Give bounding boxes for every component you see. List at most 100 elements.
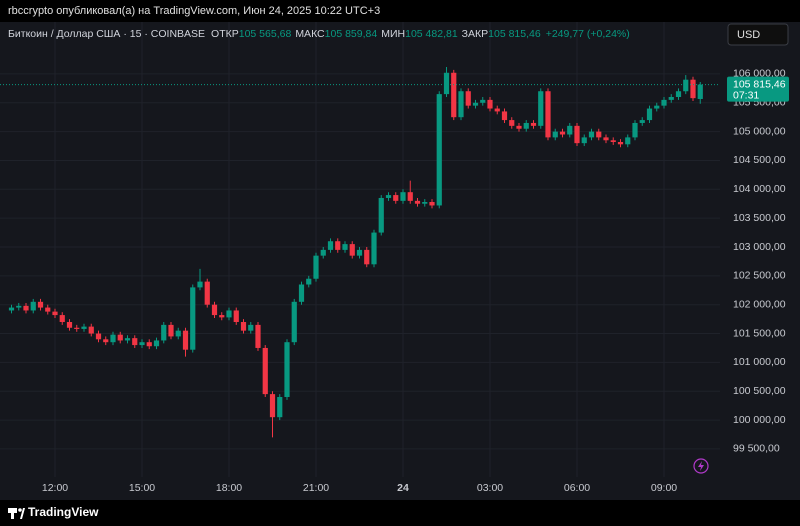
last-price-box: [727, 76, 789, 102]
candle-body: [52, 311, 58, 316]
change: +249,77 (+0,24%): [546, 28, 630, 40]
y-tick-label: 99 500,00: [733, 443, 780, 455]
candle-body: [639, 120, 645, 123]
lightning-icon[interactable]: [693, 458, 709, 474]
candle-body: [545, 91, 551, 138]
y-tick-label: 104 000,00: [733, 183, 786, 195]
candle-body: [668, 97, 674, 100]
candle-body: [182, 330, 189, 350]
last-price-label: 105 815,46: [733, 78, 786, 90]
footer-brand: TradingView: [28, 505, 99, 519]
candle-body: [66, 322, 73, 328]
y-tick-label: 100 000,00: [733, 414, 786, 426]
candle-body: [204, 281, 210, 305]
candle-body: [610, 140, 616, 142]
candle-body: [59, 315, 65, 322]
candle-body: [255, 324, 261, 348]
stat-value: 105 565,68: [239, 28, 292, 40]
candle-body: [516, 125, 522, 129]
candle-body: [393, 195, 399, 201]
candle-body: [465, 91, 471, 106]
candle-body: [313, 255, 319, 279]
candle-body: [146, 342, 152, 347]
candle-body: [306, 278, 312, 285]
candle-body: [262, 347, 268, 395]
candle-body: [356, 249, 363, 256]
candle-body: [603, 137, 609, 141]
footer-bar: [0, 500, 800, 526]
candle-body: [480, 99, 486, 103]
y-tick-label: 102 000,00: [733, 298, 786, 310]
candle-body: [414, 200, 421, 204]
candle-body: [168, 324, 174, 337]
footer-logo: [8, 508, 25, 519]
candle-body: [8, 307, 15, 311]
candle-body: [219, 315, 225, 318]
candle-body: [429, 202, 435, 206]
candle-body: [509, 120, 515, 126]
candle-body: [581, 137, 587, 144]
candle-body: [472, 102, 479, 106]
candle-body: [342, 244, 348, 250]
candle-body: [436, 94, 442, 206]
stat-label: ЗАКР: [462, 28, 488, 40]
stat-value: 105 859,84: [325, 28, 378, 40]
candle-body: [103, 339, 109, 343]
candle-body: [451, 72, 457, 118]
candle-body: [574, 125, 580, 144]
candle-body: [190, 287, 196, 350]
candle-body: [646, 108, 653, 121]
candle-body: [567, 125, 573, 135]
candle-body: [95, 333, 102, 340]
candle-body: [501, 111, 508, 121]
candle-body: [458, 91, 464, 118]
candle-body: [153, 340, 160, 347]
candle-body: [16, 305, 22, 308]
candle-body: [487, 99, 493, 109]
candle-body: [371, 232, 377, 265]
candle-body: [110, 334, 116, 343]
candle-body: [291, 301, 297, 343]
candle-body: [400, 192, 406, 201]
currency-label[interactable]: USD: [737, 29, 760, 41]
candle-body: [74, 327, 80, 329]
candle-body: [240, 322, 247, 331]
candle-body: [233, 310, 239, 322]
candle-body: [248, 324, 254, 331]
candle-body: [277, 397, 283, 418]
currency-button[interactable]: [727, 23, 789, 46]
candle-body: [675, 91, 682, 97]
candle-body: [197, 281, 203, 288]
symbol-header: Биткоин / Доллар США · 15 · COINBASE ОТКР…: [8, 28, 630, 40]
candle-body: [364, 249, 370, 265]
candle-body: [654, 105, 660, 109]
candle-body: [538, 91, 544, 126]
x-tick-label: 18:00: [216, 482, 242, 494]
y-tick-label: 102 500,00: [733, 270, 786, 282]
candle-body: [88, 326, 94, 334]
candle-body: [683, 79, 689, 92]
candle-body: [588, 131, 595, 138]
candle-body: [117, 334, 123, 341]
y-tick-label: 105 000,00: [733, 125, 786, 137]
candle-body: [161, 324, 167, 341]
candle-body: [422, 202, 428, 204]
y-tick-label: 103 000,00: [733, 241, 786, 253]
stat-label: МАКС: [295, 28, 325, 40]
candle-body: [298, 284, 305, 302]
candle-body: [559, 131, 566, 135]
candle-body: [385, 195, 392, 198]
candle-body: [530, 122, 537, 126]
x-tick-label: 03:00: [477, 482, 503, 494]
candle-body: [407, 192, 413, 201]
x-tick-label: 24: [397, 482, 409, 494]
x-tick-label: 21:00: [303, 482, 329, 494]
stat-label: МИН: [381, 28, 405, 40]
y-tick-label: 101 000,00: [733, 356, 786, 368]
candle-body: [327, 241, 334, 250]
candle-body: [23, 305, 29, 311]
candle-body: [139, 342, 145, 346]
x-tick-label: 12:00: [42, 482, 68, 494]
candle-body: [661, 99, 667, 106]
